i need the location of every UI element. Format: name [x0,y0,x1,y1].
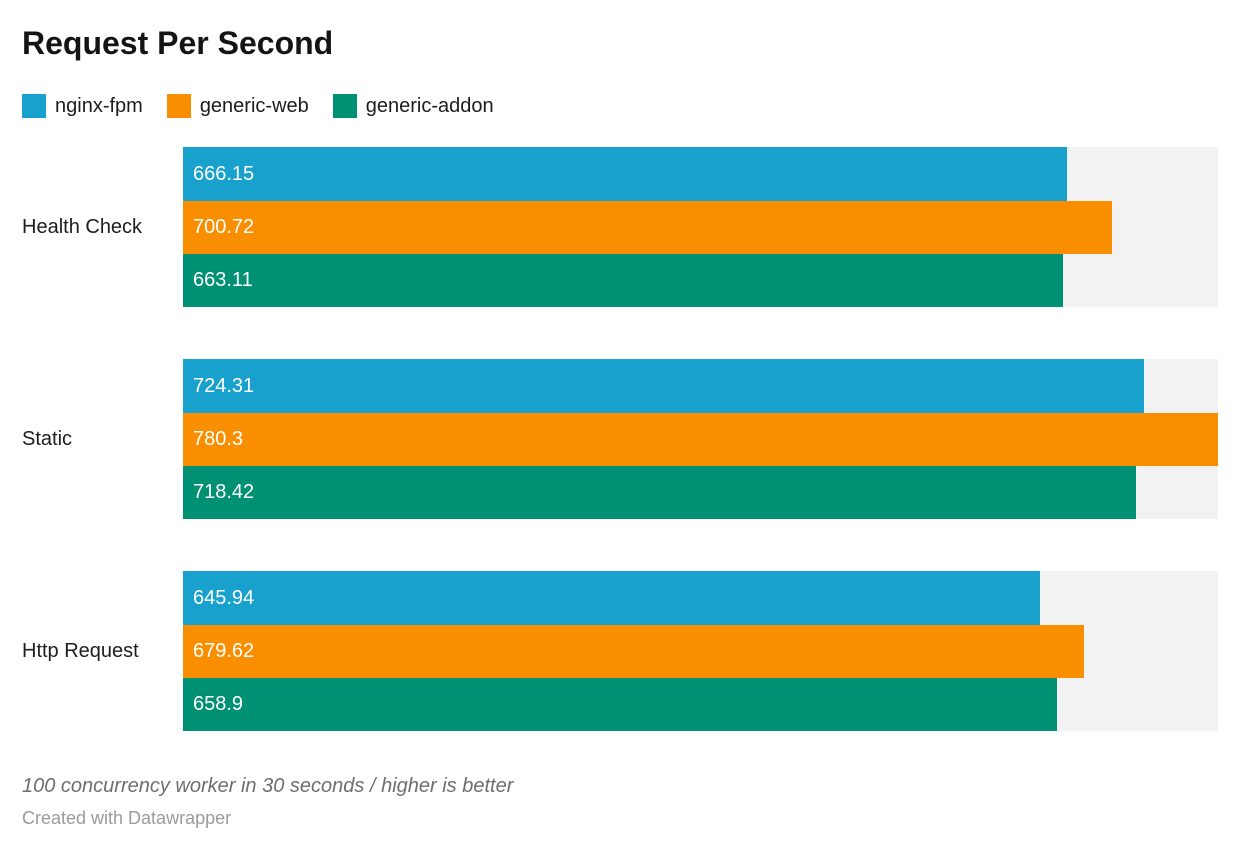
bar-value-label: 663.11 [193,269,253,292]
bar-row: 780.3 [183,412,1218,467]
legend-label: generic-addon [365,94,494,117]
category-label: Health Check [22,215,143,238]
legend-swatch-generic-addon [332,94,357,119]
bar-row: 645.94 [183,571,1218,625]
chart-title: Request Per Second [22,25,334,61]
bar-chart: Health Check 666.15 700.72 663.11 Static 724.… [22,147,1218,732]
bar-track: 666.15 700.72 663.11 [183,147,1218,308]
bar-generic-web: 679.62 [183,624,1085,679]
datawrapper-credit: Created with Datawrapper [22,808,232,829]
legend-item: nginx-fpm [22,94,143,119]
bar-row: 658.9 [183,678,1218,732]
legend-label: nginx-fpm [55,94,143,117]
bar-group: Http Request 645.94 679.62 658.9 [22,571,1218,732]
category-label: Http Request [22,639,139,662]
bar-generic-addon: 663.11 [183,254,1063,308]
bar-value-label: 700.72 [193,215,255,238]
bar-track: 645.94 679.62 658.9 [183,571,1218,732]
legend-label: generic-web [199,94,309,117]
chart-container: Request Per Second nginx-fpm generic-web g… [22,25,1218,829]
bar-row: 700.72 [183,200,1218,255]
legend-item: generic-web [166,94,309,119]
bar-value-label: 679.62 [193,639,255,662]
bar-generic-addon: 718.42 [183,466,1136,520]
bar-row: 666.15 [183,147,1218,201]
bar-value-label: 718.42 [193,481,255,504]
bar-value-label: 780.3 [193,427,244,450]
bar-value-label: 645.94 [193,586,255,609]
bar-row: 679.62 [183,624,1218,679]
legend: nginx-fpm generic-web generic-addon [22,94,1218,119]
bar-nginx-fpm: 645.94 [183,571,1040,625]
legend-swatch-nginx-fpm [22,94,46,119]
bar-row: 724.31 [183,359,1218,413]
bar-group: Health Check 666.15 700.72 663.11 [22,147,1218,308]
bar-nginx-fpm: 724.31 [183,359,1144,413]
bar-generic-web: 780.3 [183,412,1218,467]
legend-swatch-generic-web [166,94,191,119]
bar-generic-web: 700.72 [183,200,1113,255]
bar-generic-addon: 658.9 [183,678,1057,732]
bar-row: 718.42 [183,466,1218,520]
category-label: Static [22,427,73,450]
bar-value-label: 658.9 [193,693,244,716]
bar-group: Static 724.31 780.3 718.42 [22,359,1218,520]
bar-value-label: 666.15 [193,162,255,185]
bar-nginx-fpm: 666.15 [183,147,1067,201]
bar-track: 724.31 780.3 718.42 [183,359,1218,520]
bar-row: 663.11 [183,254,1218,308]
chart-note: 100 concurrency worker in 30 seconds / h… [22,775,514,798]
bar-value-label: 724.31 [193,374,255,397]
legend-item: generic-addon [332,94,494,119]
